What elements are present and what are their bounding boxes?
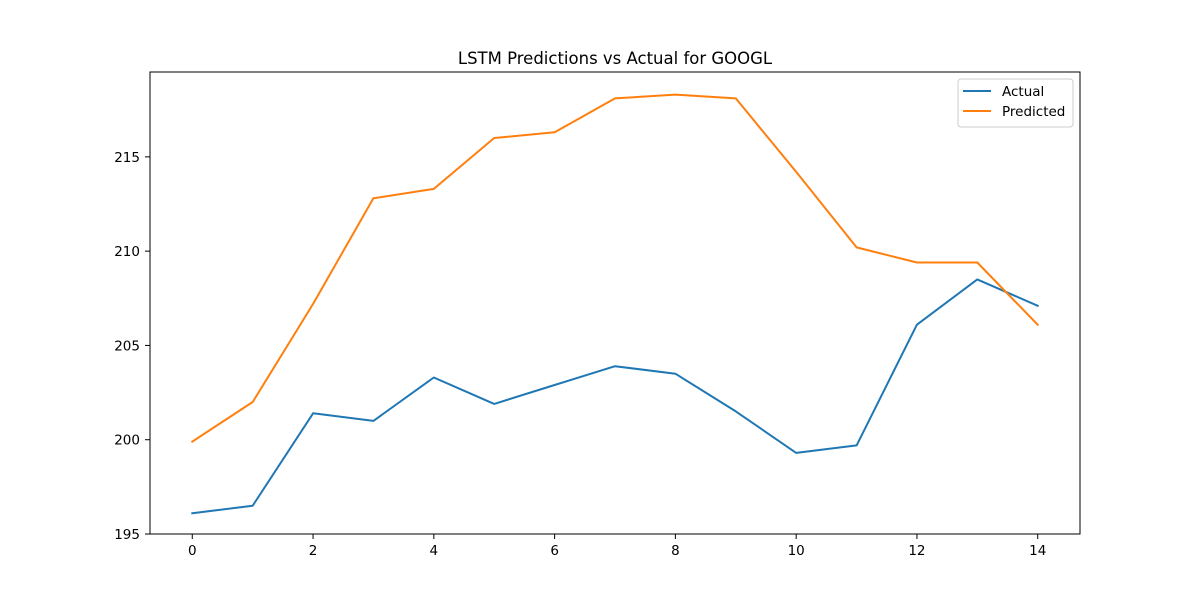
axes-frame — [149, 71, 1081, 535]
y-tick-label: 215 — [114, 150, 140, 166]
x-tick-label: 2 — [309, 543, 318, 559]
series-line-predicted — [190, 93, 1040, 443]
x-tick-label: 10 — [788, 543, 805, 559]
x-tick-label: 6 — [550, 543, 559, 559]
x-tick-label: 14 — [1029, 543, 1046, 559]
y-tick-label: 205 — [114, 338, 140, 354]
y-tick-label: 195 — [114, 527, 140, 543]
series-line-actual — [191, 278, 1040, 515]
plot-area — [190, 93, 1040, 515]
x-tick-label: 4 — [430, 543, 439, 559]
axes: 0 2 4 6 8 10 12 14 195 200 205 210 215 — [114, 71, 1081, 559]
x-tick-label: 12 — [908, 543, 925, 559]
y-tick-label: 200 — [114, 433, 140, 449]
chart-title: LSTM Predictions vs Actual for GOOGL — [458, 49, 773, 68]
y-tick-label: 210 — [114, 244, 140, 260]
x-tick-label: 8 — [671, 543, 680, 559]
legend-label-actual: Actual — [1002, 84, 1044, 100]
x-tick-label: 0 — [188, 543, 197, 559]
legend-label-predicted: Predicted — [1002, 104, 1065, 120]
legend: Actual Predicted — [957, 78, 1074, 128]
